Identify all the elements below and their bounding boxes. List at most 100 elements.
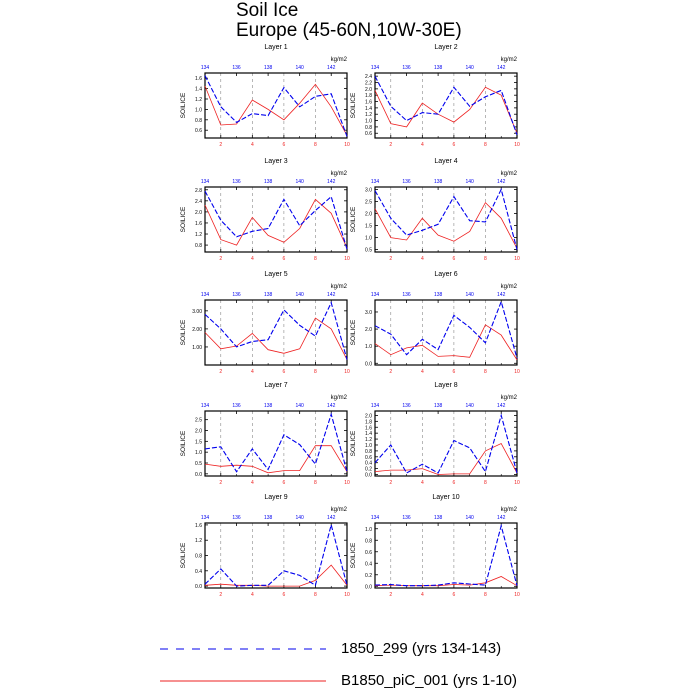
- x-tick-label: 8: [484, 369, 487, 375]
- y-axis-label: SOILICE: [180, 206, 187, 232]
- x-top-tick-label: 140: [295, 515, 304, 521]
- x-top-tick-label: 140: [295, 403, 304, 409]
- series-line-1850-299: [204, 190, 348, 250]
- y-tick-label: 1.6: [195, 221, 202, 227]
- y-tick-label: 0.6: [365, 455, 372, 461]
- x-tick-label: 8: [314, 592, 317, 598]
- x-tick-label: 6: [282, 480, 285, 486]
- x-tick-label: 4: [421, 369, 424, 375]
- x-tick-label: 2: [219, 142, 222, 148]
- units-label: kg/m2: [501, 57, 518, 63]
- plot-frame: [374, 299, 518, 366]
- y-tick-label: 0.4: [365, 461, 372, 467]
- y-axis-label: SOILICE: [180, 542, 187, 568]
- y-tick-label: 0.8: [365, 449, 372, 455]
- x-tick-label: 6: [282, 369, 285, 375]
- y-tick-label: 2.0: [365, 211, 372, 217]
- units-label: kg/m2: [501, 284, 518, 290]
- series-line-1850-299: [204, 301, 348, 360]
- y-tick-label: 1.0: [365, 527, 372, 533]
- x-top-tick-label: 140: [465, 179, 474, 185]
- units-label: kg/m2: [331, 171, 348, 177]
- x-tick-label: 10: [344, 369, 350, 375]
- x-top-tick-label: 138: [434, 179, 443, 185]
- x-top-tick-label: 136: [232, 179, 241, 185]
- y-tick-label: 0.0: [365, 584, 372, 590]
- chart-subtitle: Europe (45-60N,10W-30E): [236, 20, 462, 41]
- y-tick-label: 2.4: [195, 199, 202, 205]
- x-top-tick-label: 134: [201, 515, 210, 521]
- y-tick-label: 0.8: [365, 538, 372, 544]
- x-tick-label: 10: [344, 592, 350, 598]
- x-top-tick-label: 142: [497, 403, 506, 409]
- y-tick-label: 0.0: [195, 472, 202, 478]
- y-tick-label: 2.2: [365, 81, 372, 87]
- y-tick-label: 0.0: [365, 473, 372, 479]
- series-line-1850-299: [374, 299, 518, 359]
- panel-10: Layer 10 kg/m2 2 4 6 8 10 134 136 138 140 142 0.0 0.2…: [350, 494, 520, 598]
- x-tick-label: 4: [421, 256, 424, 262]
- series-line-b1850-pic: [204, 445, 348, 474]
- y-axis-label: SOILICE: [350, 319, 357, 345]
- x-tick-label: 8: [484, 592, 487, 598]
- y-axis-label: SOILICE: [180, 92, 187, 118]
- panel-title: Layer 6: [434, 271, 457, 278]
- x-tick-label: 4: [251, 592, 254, 598]
- plot-frame: [204, 299, 348, 366]
- y-tick-label: 0.6: [365, 550, 372, 556]
- x-top-tick-label: 140: [465, 292, 474, 298]
- x-tick-label: 10: [344, 480, 350, 486]
- series-line-1850-299: [204, 412, 348, 473]
- x-top-tick-label: 138: [434, 403, 443, 409]
- x-tick-label: 2: [219, 592, 222, 598]
- panel-4: Layer 4 kg/m2 2 4 6 8 10 134 136 138 140 142 0.5 1.0 1…: [350, 158, 520, 262]
- x-top-tick-label: 142: [497, 65, 506, 71]
- x-tick-label: 6: [452, 142, 455, 148]
- x-top-tick-label: 142: [497, 515, 506, 521]
- x-tick-label: 10: [344, 256, 350, 262]
- x-tick-label: 8: [484, 256, 487, 262]
- x-tick-label: 10: [514, 592, 520, 598]
- panel-title: Layer 1: [264, 44, 287, 51]
- y-tick-label: 0.5: [365, 248, 372, 254]
- plot-frame: [374, 522, 518, 589]
- units-label: kg/m2: [501, 395, 518, 401]
- x-tick-label: 8: [314, 480, 317, 486]
- x-tick-label: 6: [452, 592, 455, 598]
- y-tick-label: 1.5: [195, 439, 202, 445]
- x-top-tick-label: 140: [295, 292, 304, 298]
- x-top-tick-label: 136: [232, 515, 241, 521]
- x-tick-label: 10: [514, 142, 520, 148]
- y-tick-label: 0.5: [195, 461, 202, 467]
- y-tick-label: 1.0: [365, 443, 372, 449]
- x-tick-label: 8: [314, 256, 317, 262]
- x-top-tick-label: 138: [264, 403, 273, 409]
- x-top-tick-label: 138: [264, 292, 273, 298]
- y-tick-label: 0.6: [365, 131, 372, 137]
- y-tick-label: 2.0: [365, 327, 372, 333]
- panel-title: Layer 9: [264, 494, 287, 501]
- x-tick-label: 6: [282, 256, 285, 262]
- x-top-tick-label: 142: [327, 515, 336, 521]
- y-tick-label: 1.00: [192, 345, 202, 351]
- x-tick-label: 2: [389, 256, 392, 262]
- x-top-tick-label: 134: [201, 179, 210, 185]
- x-top-tick-label: 134: [371, 179, 380, 185]
- y-tick-label: 1.4: [365, 431, 372, 437]
- x-tick-label: 4: [421, 480, 424, 486]
- units-label: kg/m2: [501, 171, 518, 177]
- panel-3: Layer 3 kg/m2 2 4 6 8 10 134 136 138 140 142 0.8 1.2 1…: [180, 158, 350, 262]
- units-label: kg/m2: [331, 57, 348, 63]
- chart-title: Soil Ice: [236, 0, 299, 21]
- panel-5: Layer 5 kg/m2 2 4 6 8 10 134 136 138 140 142 1.00 2.0…: [180, 271, 350, 375]
- series-line-1850-299: [374, 75, 518, 135]
- x-top-tick-label: 138: [264, 179, 273, 185]
- units-label: kg/m2: [331, 507, 348, 513]
- x-tick-label: 4: [251, 369, 254, 375]
- x-top-tick-label: 136: [402, 515, 411, 521]
- y-tick-label: 1.2: [195, 97, 202, 103]
- x-top-tick-label: 140: [295, 65, 304, 71]
- y-tick-label: 2.0: [195, 210, 202, 216]
- legend-label-b1850-pic: B1850_piC_001 (yrs 1-10): [341, 672, 517, 689]
- x-tick-label: 6: [452, 480, 455, 486]
